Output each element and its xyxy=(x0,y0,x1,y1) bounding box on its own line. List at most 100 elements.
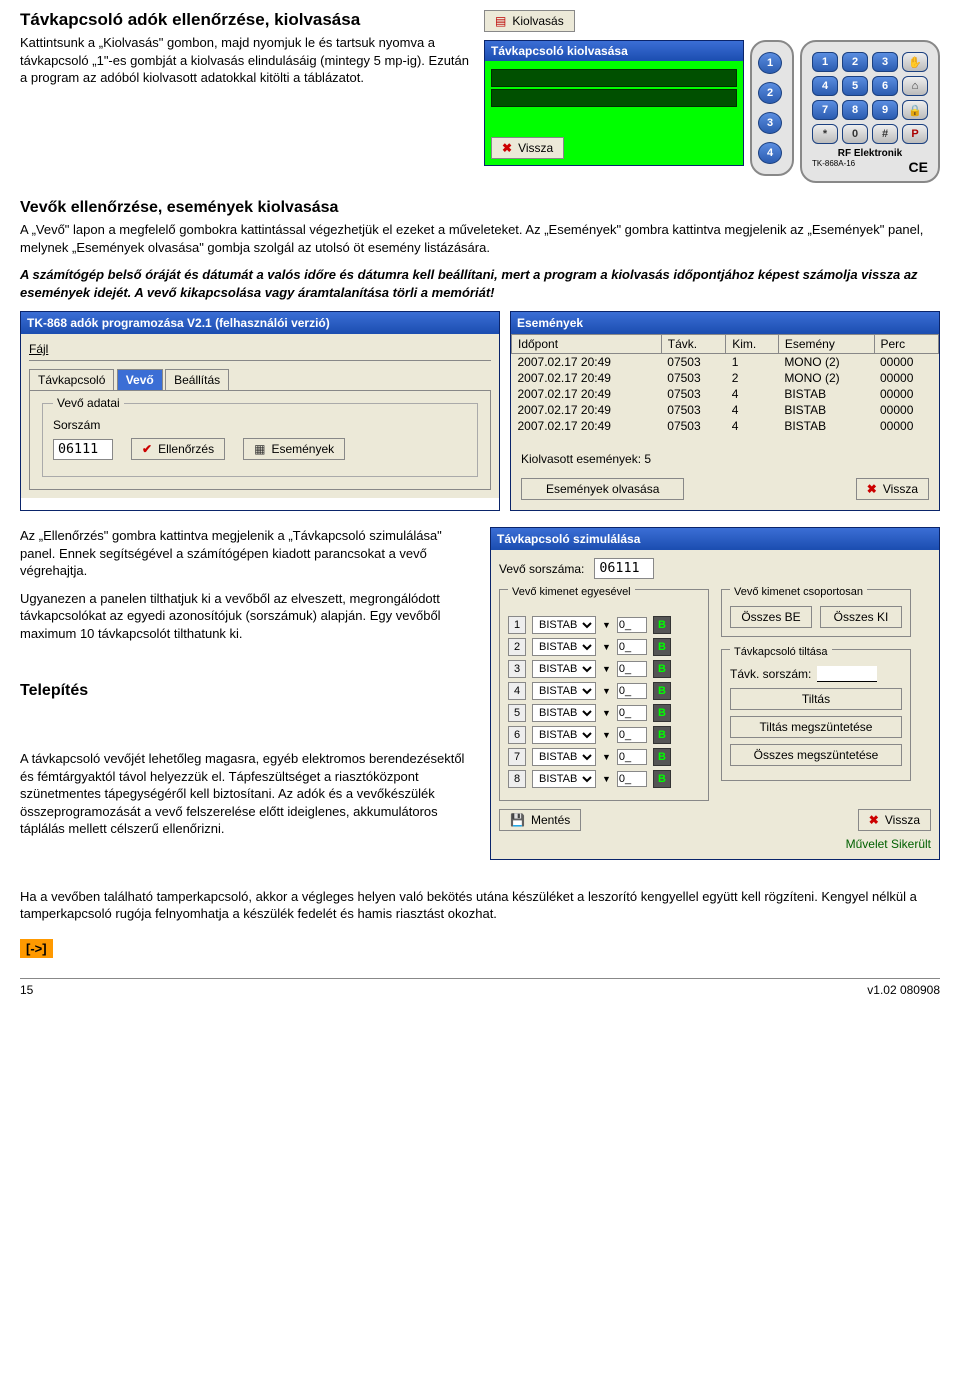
sim-val-input[interactable] xyxy=(617,661,647,677)
tiltas-megsz-button[interactable]: Tiltás megszüntetése xyxy=(730,716,902,738)
sim-vissza-button[interactable]: ✖ Vissza xyxy=(858,809,931,831)
sim-sorszam-input[interactable] xyxy=(594,558,654,579)
link-next[interactable]: [->] xyxy=(20,939,53,958)
remote-key-home[interactable]: ⌂ xyxy=(902,76,928,96)
events-col-perc[interactable]: Perc xyxy=(874,335,939,354)
side-remote-btn-1[interactable]: 1 xyxy=(758,52,782,74)
kiolvasas-panel-title: Távkapcsoló kiolvasása xyxy=(485,41,743,61)
remote-key-hand[interactable]: ✋ xyxy=(902,52,928,72)
sim-b-indicator: B xyxy=(653,770,671,788)
kiolvasas-vissza-button[interactable]: ✖ Vissza xyxy=(491,137,564,159)
sim-mode-select[interactable]: BISTAB xyxy=(532,726,596,744)
sim-b-indicator: B xyxy=(653,726,671,744)
sim-b-indicator: B xyxy=(653,660,671,678)
remote-key-9[interactable]: 9 xyxy=(872,100,898,120)
all-off-button[interactable]: Összes KI xyxy=(820,606,902,628)
close-icon: ✖ xyxy=(867,482,877,496)
tab-vevo[interactable]: Vevő xyxy=(117,369,163,390)
kiolvasas-button[interactable]: ▤ Kiolvasás xyxy=(484,10,575,32)
sim-mode-select[interactable]: BISTAB xyxy=(532,682,596,700)
sim-b-indicator: B xyxy=(653,682,671,700)
sim-val-input[interactable] xyxy=(617,639,647,655)
sim-mode-select[interactable]: BISTAB xyxy=(532,748,596,766)
all-megsz-button[interactable]: Összes megszüntetése xyxy=(730,744,902,766)
sim-mode-select[interactable]: BISTAB xyxy=(532,660,596,678)
sim-val-input[interactable] xyxy=(617,617,647,633)
esemenyek-button[interactable]: ▦ Események xyxy=(243,438,345,460)
sim-mode-select[interactable]: BISTAB xyxy=(532,616,596,634)
side-remote-btn-4[interactable]: 4 xyxy=(758,142,782,164)
sim-val-input[interactable] xyxy=(617,683,647,699)
sim-sorszam-label: Vevő sorszáma: xyxy=(499,562,584,576)
remote-key-8[interactable]: 8 xyxy=(842,100,868,120)
remote-key-p[interactable]: P xyxy=(902,124,928,144)
sim-fs1-legend: Vevő kimenet egyesével xyxy=(508,586,635,598)
tab-beallitas[interactable]: Beállítás xyxy=(165,369,229,390)
sim-disable-num-input[interactable] xyxy=(817,666,877,682)
remote-key-1[interactable]: 1 xyxy=(812,52,838,72)
para-2a: A „Vevő" lapon a megfelelő gombokra katt… xyxy=(20,221,940,256)
kiolvasas-vissza-label: Vissza xyxy=(518,141,553,155)
sim-val-input[interactable] xyxy=(617,727,647,743)
remote-key-0[interactable]: 0 xyxy=(842,124,868,144)
remote-key-5[interactable]: 5 xyxy=(842,76,868,96)
remote-key-4[interactable]: 4 xyxy=(812,76,838,96)
sim-disable-legend: Távkapcsoló tiltása xyxy=(730,646,832,658)
side-remote: 1 2 3 4 xyxy=(750,40,794,176)
remote-key-6[interactable]: 6 xyxy=(872,76,898,96)
para-3b: Ugyanezen a panelen tilthatjuk ki a vevő… xyxy=(20,590,480,643)
sim-val-input[interactable] xyxy=(617,771,647,787)
heading-3: Telepítés xyxy=(20,682,480,700)
sim-channel-num: 4 xyxy=(508,682,526,700)
menu-file[interactable]: Fájl xyxy=(29,342,491,356)
sim-channel-row: 7BISTAB▼B xyxy=(508,748,700,766)
save-icon: 💾 xyxy=(510,813,525,827)
remote-model: TK-868A-16 xyxy=(812,159,855,175)
sim-val-input[interactable] xyxy=(617,705,647,721)
mentes-button[interactable]: 💾 Mentés xyxy=(499,809,581,831)
sim-channel-num: 5 xyxy=(508,704,526,722)
sim-mode-select[interactable]: BISTAB xyxy=(532,770,596,788)
sim-fs2-legend: Vevő kimenet csoportosan xyxy=(730,586,867,598)
ellenorzes-button[interactable]: ✔ Ellenőrzés xyxy=(131,438,225,460)
sim-mode-select[interactable]: BISTAB xyxy=(532,704,596,722)
events-col-tavk[interactable]: Távk. xyxy=(661,335,725,354)
remote-key-2[interactable]: 2 xyxy=(842,52,868,72)
events-col-idopont[interactable]: Időpont xyxy=(512,335,662,354)
sorszam-input[interactable] xyxy=(53,439,113,460)
side-remote-btn-3[interactable]: 3 xyxy=(758,112,782,134)
events-read-label: Események olvasása xyxy=(546,482,659,496)
remote-key-star[interactable]: * xyxy=(812,124,838,144)
table-row: 2007.02.17 20:49075034BISTAB00000 xyxy=(512,386,939,402)
sim-mode-select[interactable]: BISTAB xyxy=(532,638,596,656)
table-row: 2007.02.17 20:49075032MONO (2)00000 xyxy=(512,370,939,386)
remote-brand: RF Elektronik xyxy=(812,148,928,159)
table-icon: ▦ xyxy=(254,442,265,456)
events-count: Kiolvasott események: 5 xyxy=(521,452,929,466)
group-label: Vevő adatai xyxy=(53,396,124,410)
events-col-esemeny[interactable]: Esemény xyxy=(778,335,874,354)
events-read-button[interactable]: Események olvasása xyxy=(521,478,684,500)
all-on-button[interactable]: Összes BE xyxy=(730,606,812,628)
table-row: 2007.02.17 20:49075031MONO (2)00000 xyxy=(512,354,939,371)
remote-key-hash[interactable]: # xyxy=(872,124,898,144)
sim-val-input[interactable] xyxy=(617,749,647,765)
kiolvasas-panel: Távkapcsoló kiolvasása ✖ Vissza xyxy=(484,40,744,166)
kiolvasas-panel-body: ✖ Vissza xyxy=(485,61,743,165)
remote-key-7[interactable]: 7 xyxy=(812,100,838,120)
sim-channel-row: 6BISTAB▼B xyxy=(508,726,700,744)
events-table: Időpont Távk. Kim. Esemény Perc 2007.02.… xyxy=(511,334,939,434)
tiltas-button[interactable]: Tiltás xyxy=(730,688,902,710)
remote-key-lock[interactable]: 🔒 xyxy=(902,100,928,120)
kiolvasas-icon: ▤ xyxy=(495,14,506,28)
side-remote-btn-2[interactable]: 2 xyxy=(758,82,782,104)
remote-key-3[interactable]: 3 xyxy=(872,52,898,72)
events-col-kim[interactable]: Kim. xyxy=(726,335,779,354)
kiolvasas-button-label: Kiolvasás xyxy=(512,14,563,28)
mentes-label: Mentés xyxy=(531,813,570,827)
sim-channel-num: 3 xyxy=(508,660,526,678)
tab-tavkapcsolo[interactable]: Távkapcsoló xyxy=(29,369,114,390)
table-row: 2007.02.17 20:49075034BISTAB00000 xyxy=(512,418,939,434)
events-vissza-button[interactable]: ✖ Vissza xyxy=(856,478,929,500)
sim-channel-row: 3BISTAB▼B xyxy=(508,660,700,678)
